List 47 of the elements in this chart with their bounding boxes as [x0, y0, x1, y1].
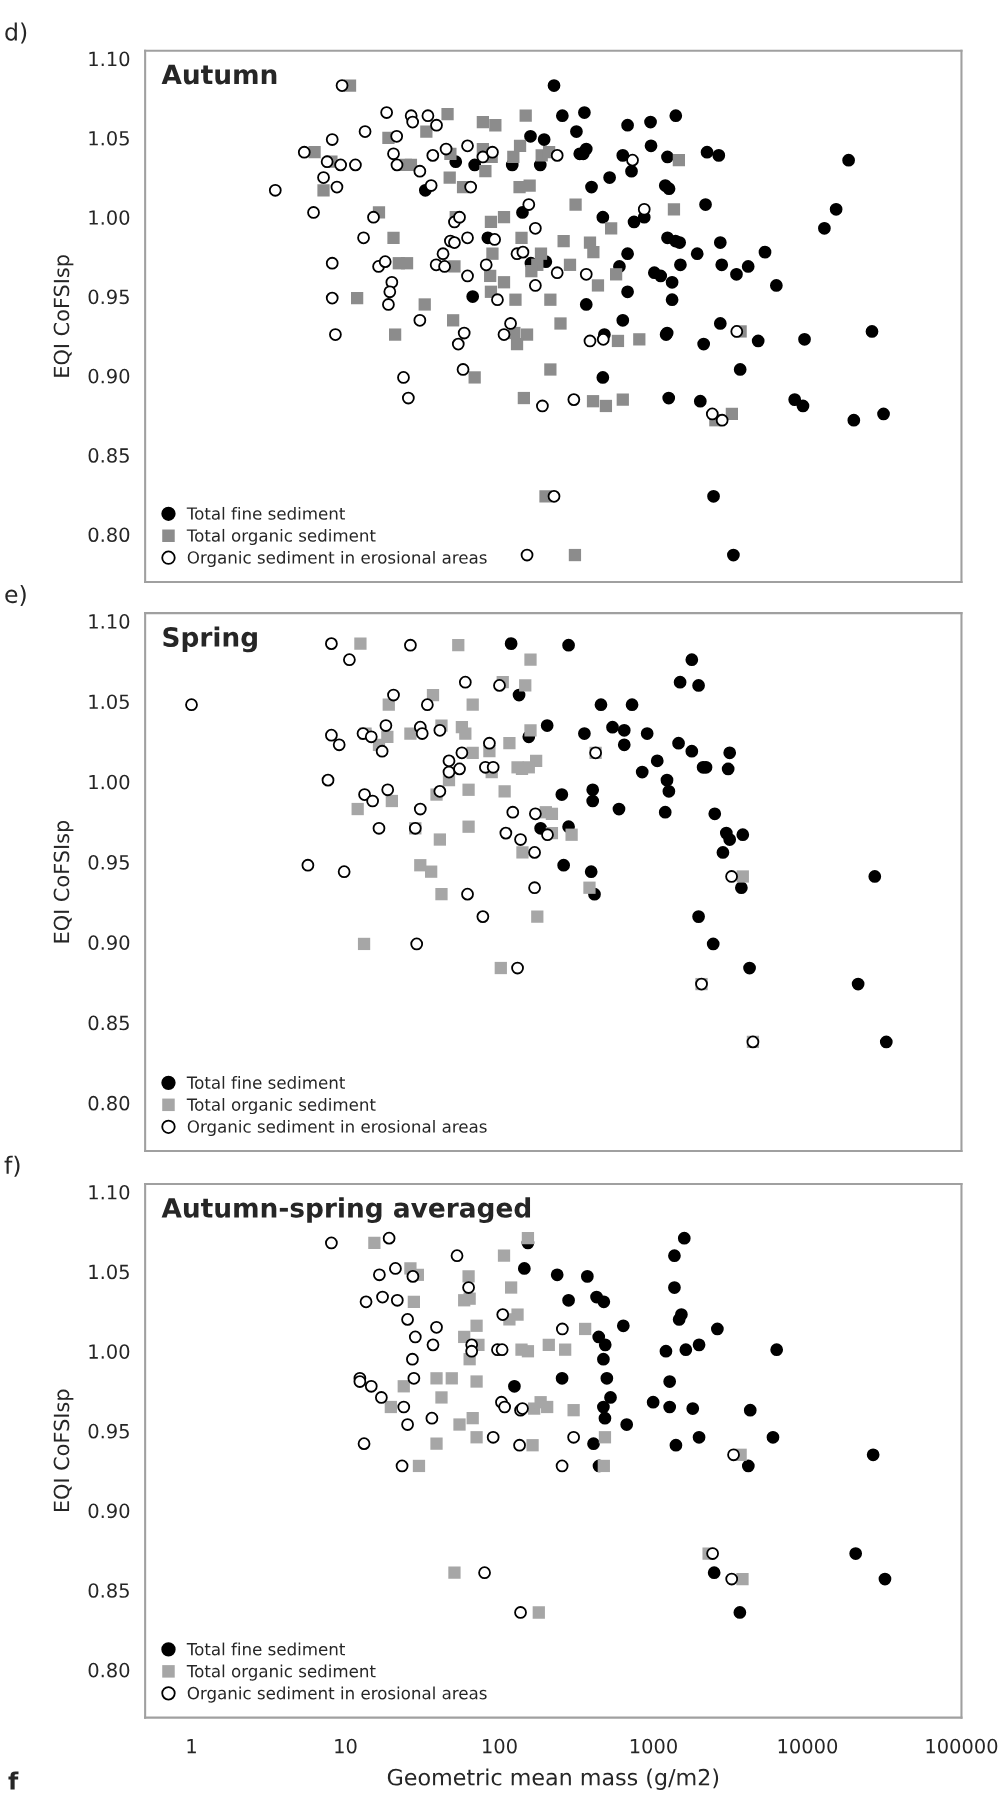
legend-label: Total fine sediment [186, 1076, 345, 1089]
y-tick-label: 0.90 [88, 935, 130, 950]
y-tick-label: 0.85 [88, 1015, 129, 1031]
y-tick-label: 1.00 [89, 1344, 130, 1359]
x-tick-label: 10 [335, 1738, 357, 1754]
y-axis-title: EQI CoFSIsp [53, 255, 74, 377]
x-tick-label: 1000 [630, 1738, 677, 1754]
legend-label: Total organic sediment [186, 528, 376, 546]
y-tick-label: 0.80 [88, 527, 130, 543]
chart-title: Spring [163, 626, 257, 653]
y-tick-label: 1.05 [89, 694, 129, 710]
y-tick-label: 0.85 [88, 1583, 129, 1598]
legend-label: Total organic sediment [186, 1097, 376, 1115]
legend-label: Total fine sediment [186, 1642, 345, 1656]
legend-label: Total fine sediment [186, 506, 345, 520]
text: f) [4, 1155, 20, 1177]
y-tick-label: 0.95 [88, 289, 129, 305]
y-tick-label: 0.95 [88, 854, 129, 870]
legend-label: Organic sediment in erosional areas [187, 550, 487, 568]
text: e) [5, 584, 26, 606]
y-tick-label: 1.10 [89, 1184, 130, 1200]
x-tick-label: 100 [483, 1738, 517, 1754]
legend-label: Organic sediment in erosional areas [187, 1686, 487, 1703]
x-tick-label: 1 [187, 1739, 196, 1754]
y-tick-label: 1.05 [89, 130, 129, 146]
x-tick-label: 100000 [926, 1738, 998, 1754]
y-tick-label: 0.90 [88, 368, 130, 384]
y-tick-label: 1.10 [89, 614, 130, 629]
text: d) [5, 22, 27, 44]
legend-label: Organic sediment in erosional areas [187, 1119, 487, 1137]
y-tick-label: 1.05 [89, 1264, 129, 1280]
y-tick-label: 0.80 [88, 1662, 130, 1678]
y-tick-label: 0.95 [88, 1423, 129, 1439]
y-tick-label: 0.90 [88, 1503, 130, 1519]
y-axis-title: EQI CoFSIsp [53, 820, 74, 943]
y-tick-label: 1.10 [89, 51, 130, 67]
legend-label: Total organic sediment [186, 1664, 376, 1681]
x-axis-title: Geometric mean mass (g/m2) [387, 1768, 719, 1790]
text: f [8, 1771, 19, 1790]
y-tick-label: 0.85 [88, 448, 129, 463]
chart-title: Autumn [161, 64, 277, 85]
chart-title: Autumn-spring averaged [161, 1197, 531, 1224]
x-tick-label: 10000 [778, 1738, 838, 1754]
y-tick-label: 1.00 [89, 774, 130, 790]
y-tick-label: 1.00 [89, 210, 130, 225]
y-axis-title: EQI CoFSIsp [53, 1389, 74, 1512]
y-tick-label: 0.80 [88, 1095, 130, 1111]
